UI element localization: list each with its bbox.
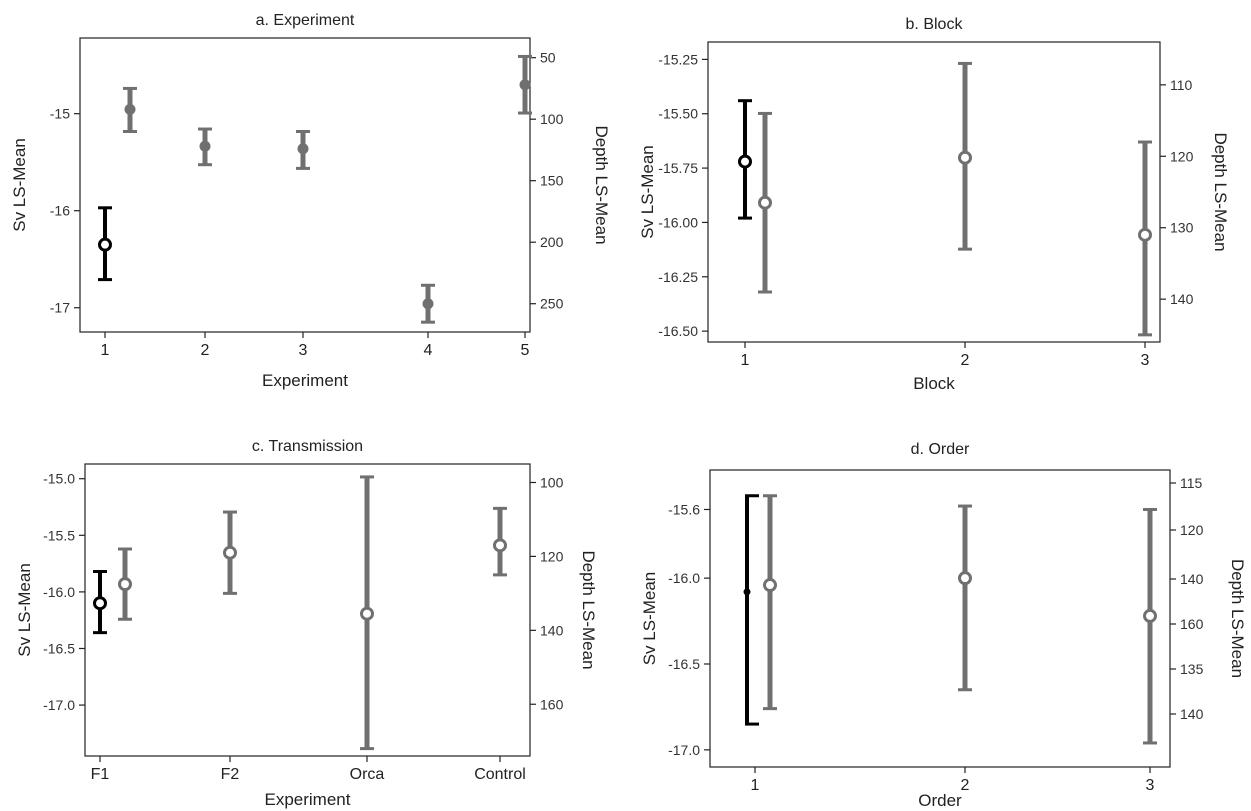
y-right-tick-label: 130 — [1170, 220, 1194, 236]
y-left-tick-label: -16 — [50, 203, 70, 219]
depth-errorbar — [118, 547, 132, 621]
x-tick-label: 3 — [1141, 352, 1150, 369]
chart-title: a. Experiment — [256, 12, 355, 29]
chart-panel-3: d. Order -15.6 -16.0 -16.5 -17.0 115 120 140 160… — [640, 441, 1247, 810]
depth-errorbar — [1138, 140, 1152, 337]
y-left-tick-label: -15.75 — [658, 160, 698, 176]
x-tick-label: 1 — [751, 777, 760, 794]
y-right-tick-label: 120 — [540, 548, 564, 564]
x-tick-label: Control — [474, 766, 526, 783]
y-right-tick-label: 120 — [1180, 522, 1204, 538]
y-right-tick-label: 115 — [1180, 475, 1203, 491]
y-left-axis-label: Sv LS-Mean — [10, 138, 29, 232]
y-left-tick-label: -15.5 — [43, 527, 75, 543]
x-tick-label: 4 — [424, 342, 433, 359]
y-left-axis-label: Sv LS-Mean — [638, 145, 657, 239]
x-tick-label: Orca — [350, 766, 385, 783]
depth-errorbar — [758, 111, 772, 294]
depth-errorbar — [958, 504, 972, 692]
y-right-tick-label: 160 — [1180, 616, 1204, 632]
chart-panel-2: c. Transmission -15.0 -15.5 -16.0 -16.5 -17.0… — [15, 438, 598, 809]
plot-frame — [707, 41, 1161, 343]
chart-panel-1: b. Block -15.25 -15.50 -15.75 -16.00 -16.25 -1… — [638, 16, 1230, 393]
y-right-tick-label: 100 — [540, 474, 564, 490]
depth-errorbar — [763, 494, 777, 711]
y-left-tick-label: -16.5 — [43, 640, 75, 656]
x-tick-label: F1 — [91, 766, 110, 783]
y-right-tick-label: 150 — [540, 173, 564, 189]
y-left-tick-label: -16.0 — [43, 584, 75, 600]
y-left-tick-label: -16.25 — [658, 269, 698, 285]
x-tick-label: 2 — [961, 777, 970, 794]
depth-errorbar — [958, 61, 972, 251]
y-left-tick-label: -16.50 — [658, 323, 698, 339]
sv-errorbar — [738, 99, 752, 220]
y-right-axis-label: Depth LS-Mean — [1228, 559, 1247, 678]
plot-frame — [709, 469, 1171, 768]
sv-errorbar — [743, 494, 759, 726]
y-left-tick-label: -17.0 — [668, 742, 700, 758]
chart-title: b. Block — [906, 16, 964, 33]
y-right-tick-label: 50 — [540, 50, 556, 66]
x-tick-label: 2 — [961, 352, 970, 369]
y-left-tick-label: -17.0 — [43, 697, 75, 713]
y-right-tick-label: 110 — [1170, 77, 1193, 93]
y-right-axis-label: Depth LS-Mean — [579, 550, 598, 669]
depth-errorbar — [421, 283, 435, 324]
y-left-tick-label: -15.25 — [658, 51, 698, 67]
x-tick-label: 1 — [101, 342, 110, 359]
sv-errorbar — [93, 570, 107, 635]
x-tick-label: 3 — [299, 342, 308, 359]
y-right-tick-label: 135 — [1180, 661, 1204, 677]
x-axis-label: Experiment — [262, 371, 348, 390]
y-left-tick-label: -17 — [50, 300, 70, 316]
y-left-axis-label: Sv LS-Mean — [640, 572, 659, 666]
depth-errorbar — [296, 129, 310, 170]
x-tick-label: 5 — [521, 342, 530, 359]
depth-errorbar — [1143, 507, 1157, 745]
x-axis-label: Block — [913, 374, 955, 393]
depth-errorbar — [360, 475, 374, 751]
y-right-tick-label: 200 — [540, 234, 564, 250]
y-right-tick-label: 140 — [540, 622, 564, 638]
depth-errorbar — [198, 127, 212, 167]
y-left-tick-label: -15.0 — [43, 471, 75, 487]
y-left-tick-label: -15 — [50, 106, 70, 122]
y-right-tick-label: 120 — [1170, 148, 1194, 164]
y-right-axis-label: Depth LS-Mean — [1211, 132, 1230, 251]
plot-frame — [79, 37, 531, 333]
chart-panel-0: a. Experiment -15 -16 -17 50 100 150 200 250 1 2 3 4… — [10, 12, 611, 390]
y-right-tick-label: 140 — [1170, 291, 1194, 307]
chart-title: c. Transmission — [252, 438, 363, 455]
y-right-tick-label: 100 — [540, 111, 564, 127]
y-left-axis-label: Sv LS-Mean — [15, 563, 34, 657]
plot-frame — [84, 463, 531, 757]
depth-errorbar — [223, 510, 237, 595]
x-tick-label: 1 — [741, 352, 750, 369]
y-right-axis-label: Depth LS-Mean — [592, 125, 611, 244]
y-left-tick-label: -15.50 — [658, 106, 698, 122]
x-axis-label: Experiment — [265, 790, 351, 809]
y-left-tick-label: -16.5 — [668, 656, 700, 672]
sv-errorbar — [98, 206, 112, 282]
y-right-tick-label: 140 — [1180, 706, 1204, 722]
x-tick-label: 2 — [201, 342, 210, 359]
x-tick-label: F2 — [221, 766, 240, 783]
y-right-tick-label: 160 — [540, 696, 564, 712]
depth-errorbar — [123, 86, 137, 133]
y-left-tick-label: -15.6 — [668, 501, 700, 517]
y-left-tick-label: -16.00 — [658, 214, 698, 230]
y-right-tick-label: 140 — [1180, 571, 1204, 587]
x-axis-label: Order — [918, 791, 962, 810]
y-left-tick-label: -16.0 — [668, 570, 700, 586]
depth-errorbar — [518, 54, 532, 115]
y-right-tick-label: 250 — [540, 296, 564, 312]
depth-errorbar — [493, 506, 507, 577]
x-tick-label: 3 — [1146, 777, 1155, 794]
chart-title: d. Order — [911, 441, 970, 458]
